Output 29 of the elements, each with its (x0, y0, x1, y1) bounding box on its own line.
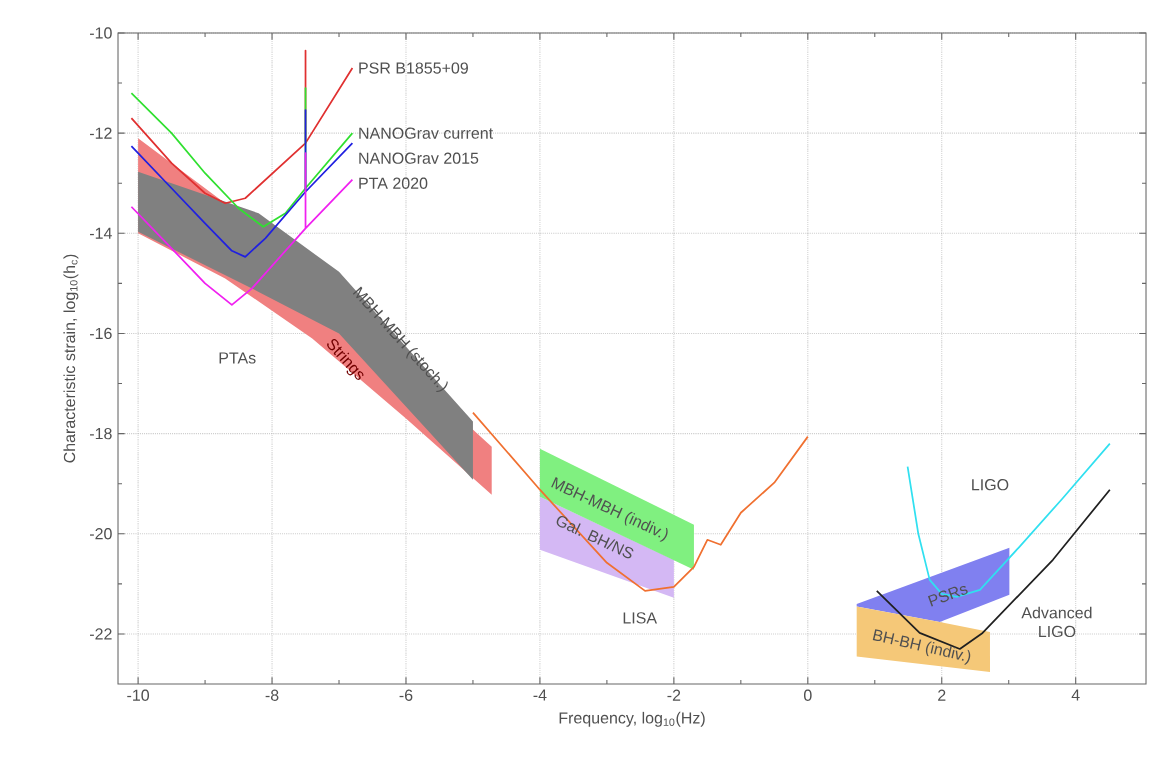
x-tick-label: 0 (803, 689, 812, 701)
annotation: BH-BH (indiv.) (872, 629, 971, 665)
x-tick-label: 4 (1071, 689, 1080, 701)
line-series (472, 411, 809, 592)
y-tick-label: -12 (89, 127, 112, 139)
y-tick-label: -22 (89, 628, 112, 640)
x-tick-label: 2 (938, 689, 946, 701)
annotation: Advanced LIGO (1021, 606, 1092, 638)
y-tick-label: -20 (89, 528, 112, 540)
series-label: PSR B1855+09 (359, 62, 468, 74)
x-tick-label: -4 (533, 689, 547, 701)
annotation: LISA (623, 612, 658, 624)
x-axis-title: Frequency, log$_{10}$(Hz) (559, 711, 705, 727)
x-tick-label: -2 (667, 689, 681, 701)
y-axis-title: Characteristic strain, log$_{10}$(h$_{c}$) (63, 254, 79, 463)
y-tick-label: -16 (89, 327, 112, 340)
annotation: PSRs (927, 586, 968, 607)
annotation: LIGO (972, 479, 1009, 491)
series-label: NANOGrav 2015 (359, 152, 479, 164)
y-tick-label: -18 (89, 427, 112, 440)
annotation: PTAs (219, 352, 256, 364)
series-label: NANOGrav current (359, 127, 493, 139)
x-tick-label: -8 (265, 689, 279, 701)
y-tick-label: -14 (89, 227, 112, 239)
x-tick-label: -10 (127, 689, 150, 701)
x-tick-label: -6 (399, 689, 413, 701)
series-label: PTA 2020 (359, 177, 428, 189)
line-series (130, 152, 354, 306)
y-tick-label: -10 (89, 27, 112, 39)
